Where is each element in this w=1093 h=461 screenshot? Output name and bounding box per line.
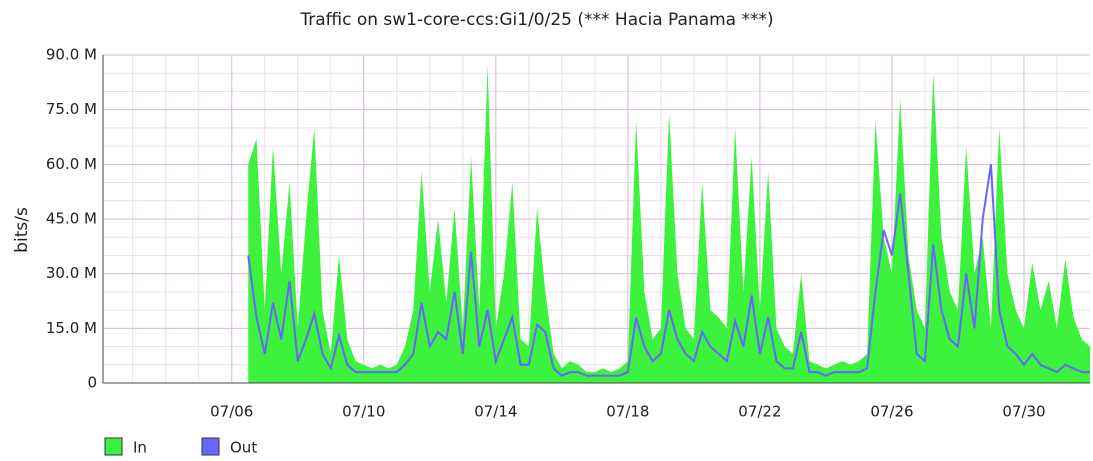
- line-out: [247, 164, 1090, 377]
- y-axis-label: bits/s: [12, 207, 32, 253]
- x-tick-label: 07/18: [606, 403, 649, 421]
- legend-swatch: [201, 437, 220, 456]
- x-tick-label: 07/26: [870, 403, 913, 421]
- x-tick-label: 07/06: [210, 403, 253, 421]
- chart-title: Traffic on sw1-core-ccs:Gi1/0/25 (*** Ha…: [299, 10, 773, 30]
- x-tick-label: 07/22: [738, 403, 781, 421]
- y-tick-label: 60.0 M: [46, 155, 97, 173]
- y-tick-label: 30.0 M: [46, 264, 97, 282]
- y-tick-label: 0: [87, 374, 97, 392]
- legend-label: Out: [230, 439, 257, 457]
- y-tick-label: 75.0 M: [46, 100, 97, 118]
- area-in: [248, 65, 1090, 383]
- y-tick-label: 45.0 M: [46, 210, 97, 228]
- y-tick-label: 15.0 M: [46, 319, 97, 337]
- x-tick-label: 07/10: [342, 403, 385, 421]
- y-tick-label: 90.0 M: [46, 46, 97, 64]
- x-tick-label: 07/14: [474, 403, 517, 421]
- legend-label: In: [133, 439, 147, 457]
- x-tick-label: 07/30: [1002, 403, 1045, 421]
- legend-swatch: [104, 437, 123, 456]
